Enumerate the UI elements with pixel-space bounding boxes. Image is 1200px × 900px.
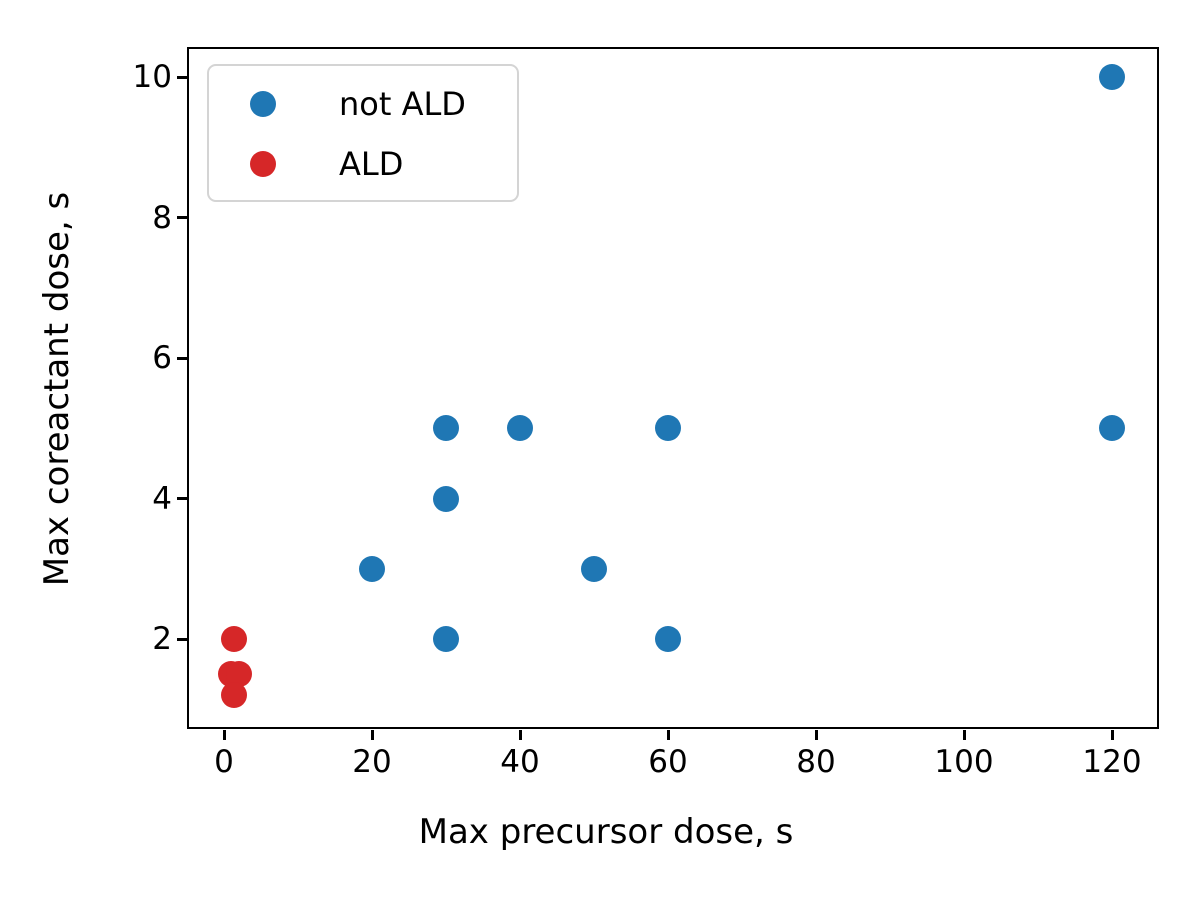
x-tick-label: 120	[1082, 744, 1142, 780]
y-tick-mark	[176, 497, 187, 501]
plot-area: 0 20 40 60 80 100 120 2 4 6 8 10 not ALD ALD	[133, 47, 1159, 780]
y-tick-label: 10	[132, 59, 172, 96]
y-tick-mark	[176, 637, 187, 641]
data-point-ald	[221, 626, 248, 653]
x-tick-label: 40	[500, 744, 540, 780]
y-axis-label: Max coreactant dose, s	[37, 191, 77, 587]
x-tick-label: 60	[648, 744, 688, 780]
y-tick-mark	[176, 75, 187, 79]
y-tick-label: 6	[152, 340, 172, 377]
x-tick-mark	[666, 729, 670, 740]
data-point-not-ald	[655, 415, 681, 442]
legend-marker-not-ald	[250, 91, 276, 117]
y-tick-label: 4	[152, 480, 172, 517]
x-tick-mark	[1110, 729, 1114, 740]
legend-label-not-ald: not ALD	[339, 85, 466, 123]
legend-label-ald: ALD	[339, 145, 404, 183]
x-tick-mark	[962, 729, 966, 740]
data-point-not-ald	[433, 626, 459, 653]
x-axis-label: Max precursor dose, s	[418, 812, 794, 852]
data-point-not-ald	[507, 415, 533, 442]
x-tick-label: 0	[214, 744, 234, 780]
data-point-not-ald	[581, 555, 607, 582]
y-tick-mark	[176, 216, 187, 220]
data-point-not-ald	[359, 555, 385, 582]
x-tick-mark	[222, 729, 226, 740]
y-tick-mark	[176, 356, 187, 360]
x-tick-mark	[518, 729, 522, 740]
data-point-not-ald	[655, 626, 681, 653]
x-tick-label: 80	[796, 744, 836, 780]
legend: not ALD ALD	[207, 64, 519, 202]
x-tick-label: 100	[934, 744, 994, 780]
x-tick-label: 20	[352, 744, 392, 780]
x-tick-mark	[370, 729, 374, 740]
y-tick-label: 8	[152, 199, 172, 236]
data-point-not-ald	[433, 415, 459, 442]
data-point-not-ald	[1099, 64, 1125, 91]
data-point-not-ald	[1099, 415, 1125, 442]
data-point-not-ald	[433, 485, 459, 512]
legend-marker-ald	[250, 151, 276, 177]
y-tick-label: 2	[152, 621, 172, 658]
x-tick-mark	[814, 729, 818, 740]
data-point-ald	[220, 682, 247, 709]
